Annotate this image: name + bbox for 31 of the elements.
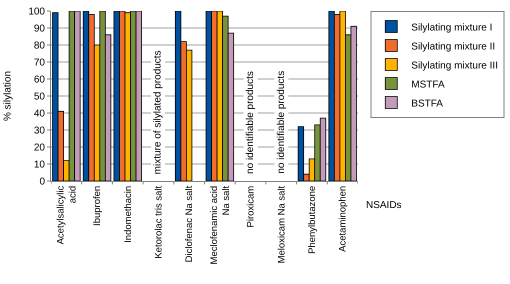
legend-label: Silylating mixture II	[411, 41, 496, 52]
y-tick-label: 100	[28, 6, 46, 18]
x-tick-label: Indomethacin	[122, 186, 134, 243]
y-tick-label: 30	[34, 126, 46, 136]
legend-label: Silylating mixture I	[411, 22, 492, 34]
x-tick-label: Acetaminophen	[338, 186, 349, 252]
y-tick-label: 60	[34, 74, 46, 86]
annotation: no identifiable products	[276, 70, 287, 174]
legend-label: Silylating mixture III	[411, 60, 498, 72]
annotation: no identifiable products	[245, 71, 256, 174]
x-tick-label: Phenylbutazone	[307, 186, 318, 254]
x-tick-label: Meloxicam Na salt	[276, 185, 288, 264]
y-tick-label: 90	[34, 24, 46, 34]
y-axis-title: % silylation	[2, 70, 14, 122]
annotation: mixture of silylated products	[152, 50, 164, 174]
x-tick-label: Diclofenac Na salt	[184, 185, 196, 262]
legend-label: BSTFA	[411, 98, 444, 110]
x-tick-label: Ketorolac tris salt	[154, 185, 165, 259]
x-tick-label: Meclofenamic acid Na salt	[208, 185, 232, 264]
y-tick-label: 40	[34, 108, 46, 120]
y-tick-label: 20	[34, 142, 46, 154]
y-tick-label: 80	[34, 40, 46, 52]
x-axis-title: NSAIDs	[366, 200, 402, 211]
legend-label: MSTFA	[411, 79, 445, 90]
y-tick-label: 10	[34, 160, 46, 170]
y-tick-label: 50	[34, 92, 46, 102]
y-tick-label: 70	[34, 58, 46, 68]
x-tick-label: Acetylsalicylic acid	[55, 186, 79, 244]
x-tick-label: Piroxicam	[246, 186, 257, 228]
x-tick-label: Ibuprofen	[92, 186, 104, 226]
y-tick-label: 0	[39, 176, 46, 188]
